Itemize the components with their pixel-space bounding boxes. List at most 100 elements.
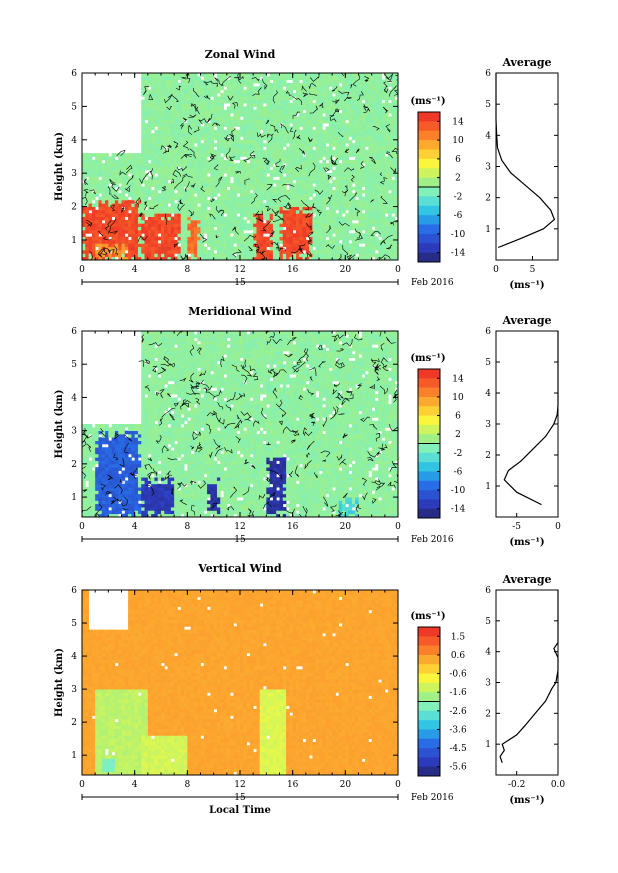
contour-line <box>208 153 215 163</box>
heat-cell <box>302 239 307 244</box>
heat-cell <box>325 253 330 258</box>
heat-cell <box>131 193 136 197</box>
heat-cell <box>309 119 313 124</box>
heat-cell <box>233 143 238 147</box>
heat-cell <box>253 243 257 248</box>
heat-cell <box>167 249 172 254</box>
heat-cell <box>335 73 340 77</box>
heat-cell <box>230 226 234 231</box>
heat-cell <box>164 213 168 217</box>
heat-cell <box>236 136 241 141</box>
heat-cell <box>240 119 244 124</box>
heat-cell <box>207 203 211 207</box>
heat-cell <box>328 229 333 234</box>
heat-cell <box>111 246 116 251</box>
heat-cell <box>319 246 323 251</box>
heat-cell <box>91 229 96 234</box>
heat-cell <box>391 93 396 97</box>
heat-cell <box>312 86 317 91</box>
heat-cell <box>161 156 165 161</box>
heat-cell <box>384 209 389 214</box>
heat-cell <box>157 163 162 167</box>
heat-cell <box>240 106 244 111</box>
heat-cell <box>128 193 132 197</box>
heat-cell <box>170 166 175 171</box>
heat-cell <box>210 229 215 234</box>
heat-cell <box>345 136 350 141</box>
heat-cell <box>111 173 116 177</box>
heat-cell <box>365 99 369 104</box>
heat-cell <box>286 216 290 221</box>
heat-cell <box>292 79 297 84</box>
heat-cell <box>322 133 326 137</box>
heat-cell <box>299 189 303 194</box>
contour-line <box>108 230 119 235</box>
heat-cell <box>355 246 359 251</box>
heat-cell <box>345 123 350 127</box>
heat-cell <box>282 209 287 214</box>
heat-cell <box>246 106 251 111</box>
heat-cell <box>230 183 234 187</box>
heat-cell <box>266 216 271 221</box>
heat-cell <box>210 219 215 224</box>
heat-cell <box>213 123 218 127</box>
heat-cell <box>226 149 231 154</box>
heat-cell <box>223 246 228 251</box>
contour-line <box>107 219 117 234</box>
heat-cell <box>394 226 399 231</box>
heat-cell <box>342 196 346 201</box>
heat-cell <box>266 186 271 191</box>
heat-cell <box>388 159 392 164</box>
heat-cell <box>180 196 185 201</box>
heat-cell <box>292 226 297 231</box>
heat-cell <box>164 233 168 238</box>
heat-cell <box>213 83 218 87</box>
heat-cell <box>289 173 294 177</box>
heat-cell <box>305 116 310 121</box>
heat-cell <box>111 233 116 238</box>
heat-cell <box>335 216 340 221</box>
contour-line <box>254 210 263 216</box>
heat-cell <box>358 163 363 167</box>
heat-cell <box>161 143 165 147</box>
heat-cell <box>174 123 178 127</box>
heat-cell <box>279 126 284 131</box>
heat-cell <box>263 249 267 254</box>
heat-cell <box>276 113 280 117</box>
heat-cell <box>177 146 182 151</box>
heat-cell <box>279 229 284 234</box>
heat-cell <box>154 233 159 238</box>
heat-cell <box>319 223 323 228</box>
heat-cell <box>272 166 277 171</box>
heat-cell <box>299 179 303 184</box>
heat-cell <box>358 246 363 251</box>
heat-cell <box>141 203 145 207</box>
heat-cell <box>88 213 93 217</box>
heat-cell <box>276 89 280 94</box>
heat-cell <box>226 139 231 144</box>
heat-cell <box>111 153 116 157</box>
heat-cell <box>286 133 290 137</box>
heat-cell <box>388 106 392 111</box>
heat-cell <box>299 76 303 81</box>
heat-cell <box>253 86 257 91</box>
heat-cell <box>197 196 201 201</box>
heat-cell <box>319 109 323 114</box>
heat-cell <box>388 233 392 238</box>
heat-cell <box>230 166 234 171</box>
heat-cell <box>98 249 103 254</box>
heat-cell <box>384 196 389 201</box>
heat-cell <box>240 159 244 164</box>
heat-cell <box>394 99 399 104</box>
heat-cell <box>345 246 350 251</box>
heat-cell <box>243 233 247 238</box>
heat-cell <box>259 189 264 194</box>
heat-cell <box>164 173 168 177</box>
heat-cell <box>371 109 376 114</box>
y-tick-label: 4 <box>71 136 77 146</box>
heat-cell <box>193 223 198 228</box>
heat-cell <box>161 189 165 194</box>
heat-cell <box>243 129 247 134</box>
heat-cell <box>216 166 221 171</box>
heat-cell <box>322 106 326 111</box>
